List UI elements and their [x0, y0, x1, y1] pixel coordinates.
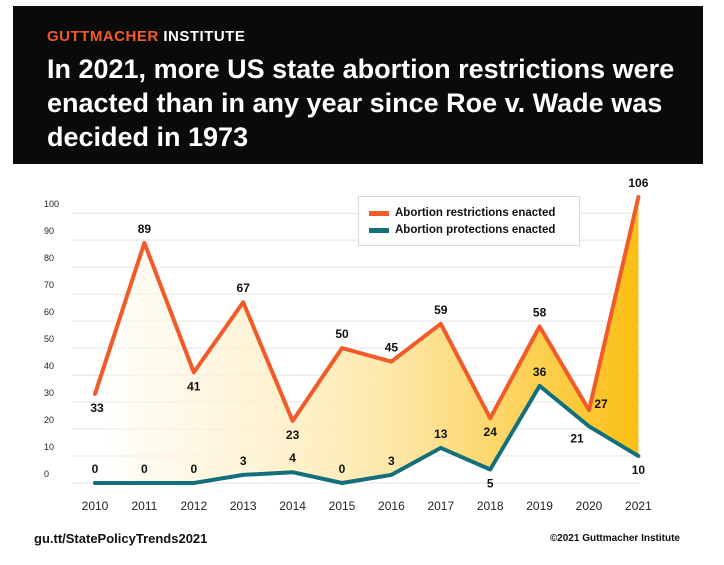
y-tick-label-90: 90	[44, 226, 54, 236]
y-tick-label-50: 50	[44, 334, 54, 344]
data-label-restrictions-2012: 41	[187, 379, 201, 393]
data-label-protections-2016: 3	[388, 454, 395, 468]
data-label-restrictions-2019: 58	[533, 306, 547, 320]
data-label-restrictions-2015: 50	[335, 327, 349, 341]
x-tick-label-2014: 2014	[279, 499, 306, 513]
x-tick-label-2015: 2015	[329, 499, 356, 513]
y-tick-label-60: 60	[44, 307, 54, 317]
legend-item-protections: Abortion protections enacted	[369, 223, 555, 237]
legend-swatch-restrictions	[369, 210, 389, 216]
y-tick-label-80: 80	[44, 253, 54, 263]
line-series-protections	[93, 383, 641, 485]
y-tick-label-10: 10	[44, 442, 54, 452]
x-tick-label-2020: 2020	[576, 499, 603, 513]
footer-copyright: ©2021 Guttmacher Institute	[549, 533, 680, 544]
x-tick-label-2016: 2016	[378, 499, 405, 513]
data-label-restrictions-2013: 67	[237, 281, 251, 295]
x-tick-label-2017: 2017	[427, 499, 454, 513]
data-label-protections-2013: 3	[240, 454, 247, 468]
data-label-protections-2012: 0	[190, 462, 197, 476]
y-tick-label-70: 70	[44, 280, 54, 290]
series-lines	[93, 195, 641, 485]
header-banner: GUTTMACHER INSTITUTE In 2021, more US st…	[13, 6, 703, 164]
data-label-protections-2019: 36	[533, 365, 547, 379]
x-tick-label-2018: 2018	[477, 499, 504, 513]
brand-accent: GUTTMACHER	[47, 28, 159, 45]
data-label-restrictions-2016: 45	[385, 341, 399, 355]
y-tick-label-30: 30	[44, 388, 54, 398]
data-label-protections-2010: 0	[92, 462, 99, 476]
footer-link[interactable]: gu.tt/StatePolicyTrends2021	[34, 531, 208, 546]
data-label-protections-2018: 5	[487, 477, 494, 491]
y-tick-label-20: 20	[44, 415, 54, 425]
data-label-restrictions-2020: 27	[594, 397, 608, 411]
data-label-restrictions-2014: 23	[286, 428, 300, 442]
data-label-restrictions-2021: 106	[628, 176, 648, 190]
legend-item-restrictions: Abortion restrictions enacted	[369, 206, 555, 220]
y-tick-label-100: 100	[44, 199, 59, 209]
brand-rest: INSTITUTE	[158, 28, 246, 45]
y-tick-label-0: 0	[44, 469, 49, 479]
x-tick-label-2021: 2021	[625, 499, 652, 513]
x-tick-label-2012: 2012	[180, 499, 207, 513]
legend: Abortion restrictions enacted Abortion p…	[358, 196, 580, 246]
data-label-protections-2020: 21	[570, 431, 584, 445]
page-title: In 2021, more US state abortion restrict…	[47, 54, 675, 152]
legend-swatch-protections	[369, 227, 389, 233]
area-between-series	[95, 197, 639, 483]
x-tick-label-2010: 2010	[82, 499, 109, 513]
data-label-protections-2017: 13	[434, 427, 448, 441]
brand-logo-text: GUTTMACHER INSTITUTE	[47, 28, 245, 45]
data-label-protections-2014: 4	[289, 451, 296, 465]
data-labels: 33 89 41 67 23 50 45 59 24 58 27 106 0 0 0 3 4 0 3 13 5 36 21 1…	[90, 176, 648, 491]
data-label-restrictions-2011: 89	[138, 222, 152, 236]
data-label-restrictions-2010: 33	[90, 401, 104, 415]
line-series-restrictions	[93, 195, 641, 423]
data-label-restrictions-2017: 59	[434, 303, 448, 317]
legend-label-restrictions: Abortion restrictions enacted	[395, 207, 556, 219]
data-label-protections-2021: 10	[632, 463, 646, 477]
y-tick-label-40: 40	[44, 361, 54, 371]
data-label-restrictions-2018: 24	[484, 425, 498, 439]
area-fill	[95, 197, 639, 483]
x-tick-label-2019: 2019	[526, 499, 553, 513]
data-label-protections-2011: 0	[141, 462, 148, 476]
x-tick-label-2013: 2013	[230, 499, 257, 513]
legend-label-protections: Abortion protections enacted	[395, 224, 556, 236]
data-label-protections-2015: 0	[339, 462, 346, 476]
x-tick-label-2011: 2011	[131, 499, 157, 513]
